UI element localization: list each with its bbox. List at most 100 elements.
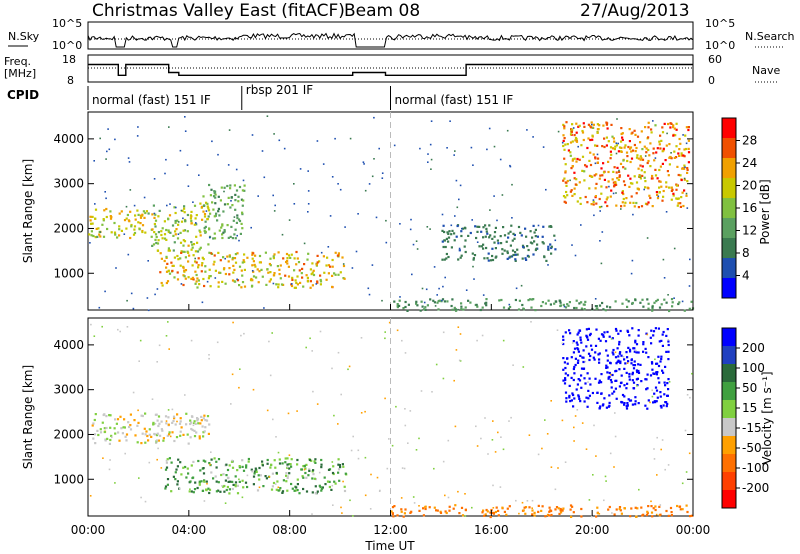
scatter-cell — [589, 332, 592, 335]
scatter-cell — [164, 172, 166, 175]
scatter-cell — [203, 204, 206, 207]
scatter-cell — [668, 381, 671, 383]
scatter-cell — [636, 135, 640, 138]
scatter-cell — [619, 162, 623, 165]
scatter-cell — [156, 434, 159, 437]
scatter-cell — [274, 466, 277, 469]
scatter-cell — [373, 116, 375, 119]
scatter-cell — [307, 252, 310, 255]
scatter-cell — [392, 515, 395, 518]
scatter-cell — [228, 254, 231, 257]
scatter-cell — [203, 215, 207, 218]
scatter-cell — [566, 374, 570, 377]
scatter-cell — [191, 246, 194, 249]
scatter-cell — [646, 512, 649, 515]
scatter-cell — [299, 281, 302, 284]
scatter-cell — [563, 361, 566, 364]
scatter-cell — [648, 194, 651, 197]
scatter-cell — [635, 351, 638, 354]
scatter-cell — [672, 192, 675, 195]
scatter-cell — [660, 357, 663, 361]
scatter-cell — [600, 167, 603, 170]
scatter-cell — [634, 400, 637, 403]
scatter-cell — [226, 255, 229, 258]
scatter-cell — [601, 301, 604, 305]
noise-panel: N.Sky 10^5 10^0 10^5 10^0 N.Search — [8, 17, 795, 52]
scatter-cell — [123, 219, 127, 222]
scatter-cell — [643, 188, 645, 191]
scatter-cell — [652, 152, 655, 155]
scatter-cell — [117, 328, 119, 331]
scatter-cell — [334, 251, 337, 254]
scatter-cell — [615, 508, 618, 511]
colorbar-swatch — [722, 238, 736, 259]
scatter-cell — [277, 286, 280, 289]
colorbar-swatch — [722, 118, 736, 139]
scatter-cell — [451, 308, 454, 311]
scatter-cell — [598, 352, 601, 355]
scatter-cell — [686, 207, 689, 209]
scatter-cell — [277, 489, 280, 492]
scatter-cell — [578, 124, 581, 127]
scatter-cell — [226, 468, 230, 472]
scatter-cell — [576, 333, 579, 336]
scatter-cell — [506, 250, 509, 253]
scatter-cell — [469, 231, 472, 235]
colorbar-swatch — [722, 382, 736, 401]
cpid-segment-label: normal (fast) 151 IF — [92, 93, 211, 107]
scatter-cell — [643, 171, 646, 174]
scatter-cell — [647, 126, 650, 129]
scatter-cell — [461, 227, 464, 230]
scatter-cell — [623, 403, 626, 406]
scatter-cell — [637, 329, 640, 332]
scatter-cell — [230, 196, 233, 199]
scatter-cell — [154, 219, 158, 222]
scatter-cell — [628, 378, 631, 381]
scatter-cell — [190, 427, 193, 431]
scatter-cell — [223, 267, 226, 270]
scatter-cell — [212, 208, 215, 211]
scatter-cell — [147, 260, 149, 262]
scatter-cell — [662, 147, 665, 150]
scatter-cell — [320, 251, 323, 254]
scatter-cell — [143, 196, 146, 199]
scatter-cell — [497, 431, 499, 434]
scatter-cell — [656, 396, 659, 399]
scatter-cell — [223, 230, 226, 233]
scatter-cell — [670, 511, 673, 514]
scatter-cell — [275, 283, 278, 286]
scatter-cell — [269, 278, 272, 281]
scatter-cell — [190, 210, 193, 213]
scatter-cell — [577, 125, 580, 128]
scatter-cell — [311, 513, 313, 515]
scatter-cell — [218, 229, 221, 232]
scatter-cell — [582, 122, 585, 125]
scatter-cell — [512, 232, 515, 235]
scatter-cell — [337, 471, 340, 474]
scatter-cell — [347, 368, 349, 371]
scatter-cell — [97, 433, 100, 437]
scatter-cell — [641, 165, 644, 168]
scatter-cell — [597, 353, 600, 356]
scatter-cell — [684, 166, 686, 169]
scatter-cell — [654, 168, 657, 171]
scatter-cell — [328, 485, 331, 489]
scatter-cell — [115, 422, 118, 425]
scatter-cell — [99, 137, 101, 140]
scatter-cell — [200, 415, 203, 418]
scatter-cell — [447, 240, 450, 243]
scatter-cell — [235, 189, 239, 192]
scatter-cell — [528, 298, 532, 301]
scatter-cell — [235, 168, 238, 171]
scatter-cell — [427, 161, 429, 163]
nave-tick-top: 60 — [708, 53, 722, 66]
scatter-cell — [94, 236, 97, 239]
scatter-cell — [612, 170, 615, 173]
scatter-cell — [441, 240, 444, 243]
scatter-cell — [341, 463, 344, 466]
scatter-cell — [594, 157, 597, 160]
scatter-cell — [407, 303, 410, 306]
scatter-cell — [676, 204, 679, 207]
scatter-cell — [227, 164, 230, 166]
scatter-cell — [475, 236, 478, 240]
